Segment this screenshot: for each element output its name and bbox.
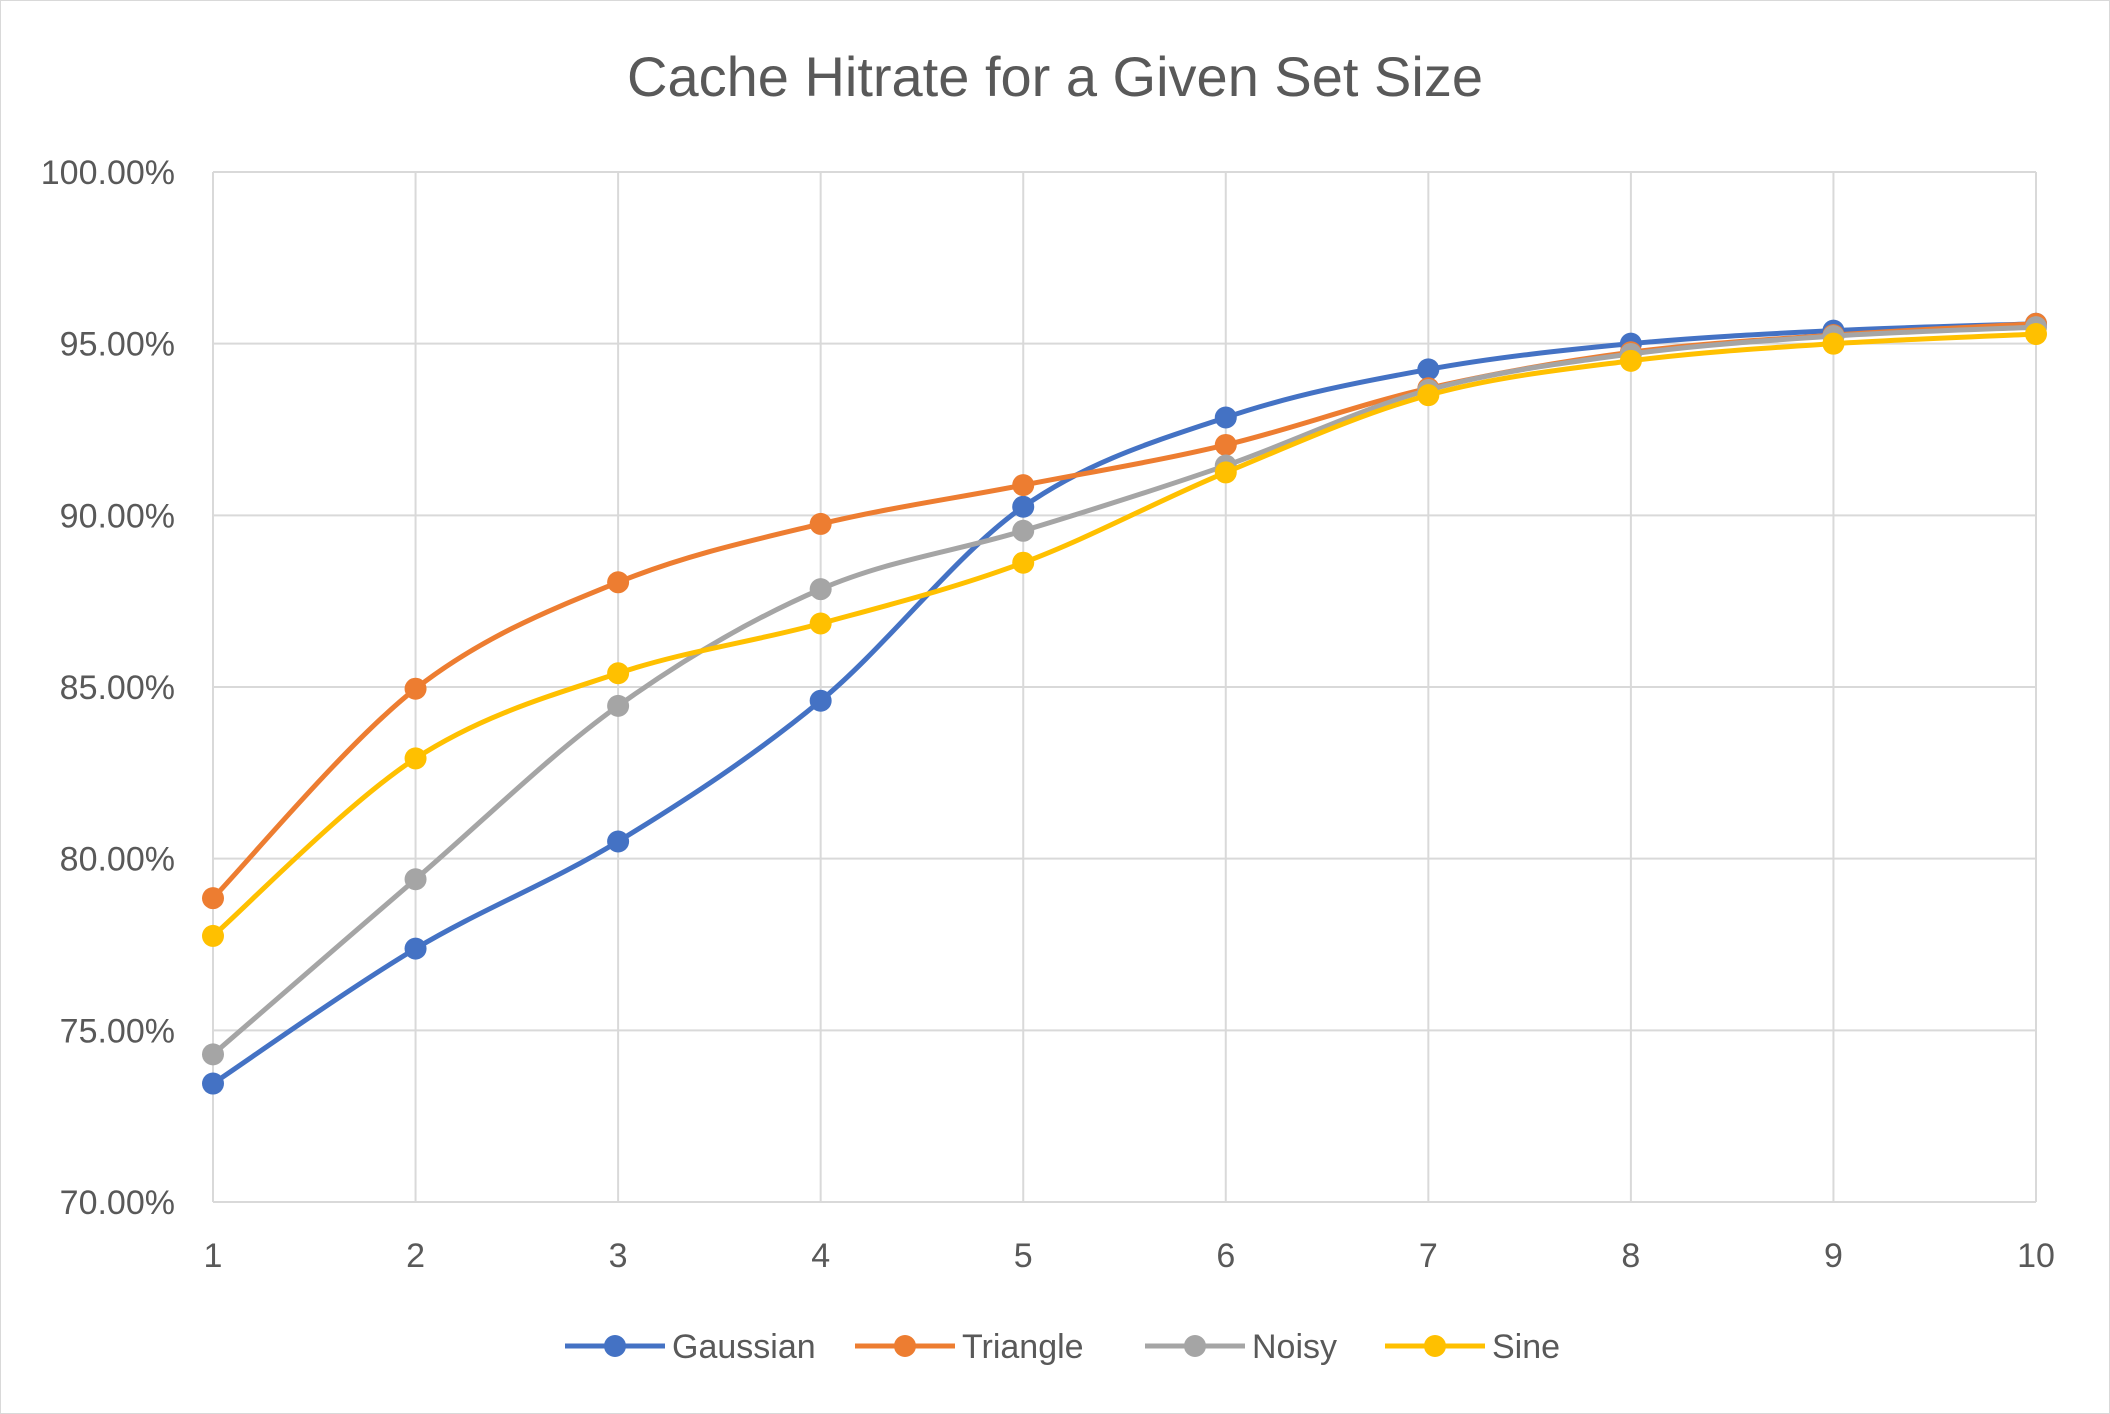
y-tick-label: 90.00% — [60, 497, 175, 535]
axis-tick-labels: 70.00% 75.00% 80.00% 85.00% 90.00% 95.00% 100.… — [41, 154, 2055, 1275]
data-point-gaussian — [202, 1072, 224, 1095]
x-tick-label: 4 — [811, 1237, 830, 1275]
series-line-noisy — [210, 324, 2039, 1057]
data-point-sine — [404, 747, 427, 770]
data-point-sine — [202, 924, 224, 947]
legend-label: Sine — [1492, 1328, 1560, 1366]
data-point-noisy — [809, 578, 832, 601]
legend-label: Noisy — [1252, 1328, 1337, 1366]
data-point-sine — [607, 662, 630, 685]
legend-swatch-marker — [1184, 1335, 1206, 1357]
data-point-triangle — [607, 571, 630, 594]
x-tick-label: 10 — [2017, 1237, 2055, 1275]
data-point-noisy — [607, 694, 630, 717]
y-tick-label: 100.00% — [41, 154, 175, 192]
data-point-sine — [1417, 384, 1440, 407]
series-lines — [202, 312, 2047, 1095]
data-point-gaussian — [1214, 406, 1237, 429]
x-tick-label: 3 — [609, 1237, 628, 1275]
series-line-gaussian — [210, 321, 2039, 1087]
data-point-gaussian — [607, 830, 630, 853]
chart-title: Cache Hitrate for a Given Set Size — [627, 45, 1483, 108]
x-tick-label: 1 — [204, 1237, 223, 1275]
data-point-sine — [1822, 332, 1845, 355]
series-noisy — [202, 316, 2047, 1066]
x-tick-label: 6 — [1216, 1237, 1235, 1275]
y-tick-label: 80.00% — [60, 841, 175, 879]
legend-item-triangle: Triangle — [855, 1328, 1084, 1366]
y-tick-label: 70.00% — [60, 1184, 175, 1222]
series-sine — [202, 323, 2047, 947]
data-point-triangle — [1214, 433, 1237, 456]
data-point-gaussian — [1417, 358, 1440, 381]
data-point-noisy — [404, 868, 427, 891]
data-point-triangle — [809, 512, 832, 535]
data-point-sine — [2025, 323, 2047, 346]
data-point-gaussian — [404, 937, 427, 960]
data-point-noisy — [202, 1043, 224, 1066]
x-tick-label: 9 — [1824, 1237, 1843, 1275]
y-tick-label: 85.00% — [60, 669, 175, 707]
data-point-sine — [1012, 551, 1035, 574]
data-point-gaussian — [1012, 495, 1035, 518]
y-tick-label: 75.00% — [60, 1012, 175, 1050]
data-point-sine — [1214, 461, 1237, 484]
legend-label: Triangle — [962, 1328, 1084, 1366]
series-gaussian — [202, 312, 2047, 1095]
series-triangle — [202, 312, 2047, 910]
data-point-triangle — [1012, 474, 1035, 497]
series-line-triangle — [210, 321, 2039, 901]
series-line-sine — [210, 331, 2039, 939]
x-tick-label: 5 — [1014, 1237, 1033, 1275]
data-point-triangle — [202, 887, 224, 910]
x-tick-label: 2 — [406, 1237, 425, 1275]
legend-swatch-marker — [1424, 1335, 1446, 1357]
data-point-sine — [1619, 349, 1642, 372]
data-point-sine — [809, 612, 832, 635]
y-tick-label: 95.00% — [60, 326, 175, 364]
legend-swatch-marker — [604, 1335, 626, 1357]
data-point-triangle — [404, 677, 427, 700]
legend: Gaussian Triangle Noisy Sine — [565, 1328, 1560, 1366]
legend-item-noisy: Noisy — [1145, 1328, 1337, 1366]
legend-swatch-marker — [894, 1335, 916, 1357]
data-point-noisy — [1012, 519, 1035, 542]
x-tick-label: 7 — [1419, 1237, 1438, 1275]
legend-item-gaussian: Gaussian — [565, 1328, 816, 1366]
x-tick-label: 8 — [1621, 1237, 1640, 1275]
gridlines — [212, 171, 2037, 1203]
legend-label: Gaussian — [672, 1328, 816, 1366]
legend-item-sine: Sine — [1385, 1328, 1560, 1366]
data-point-gaussian — [809, 689, 832, 712]
